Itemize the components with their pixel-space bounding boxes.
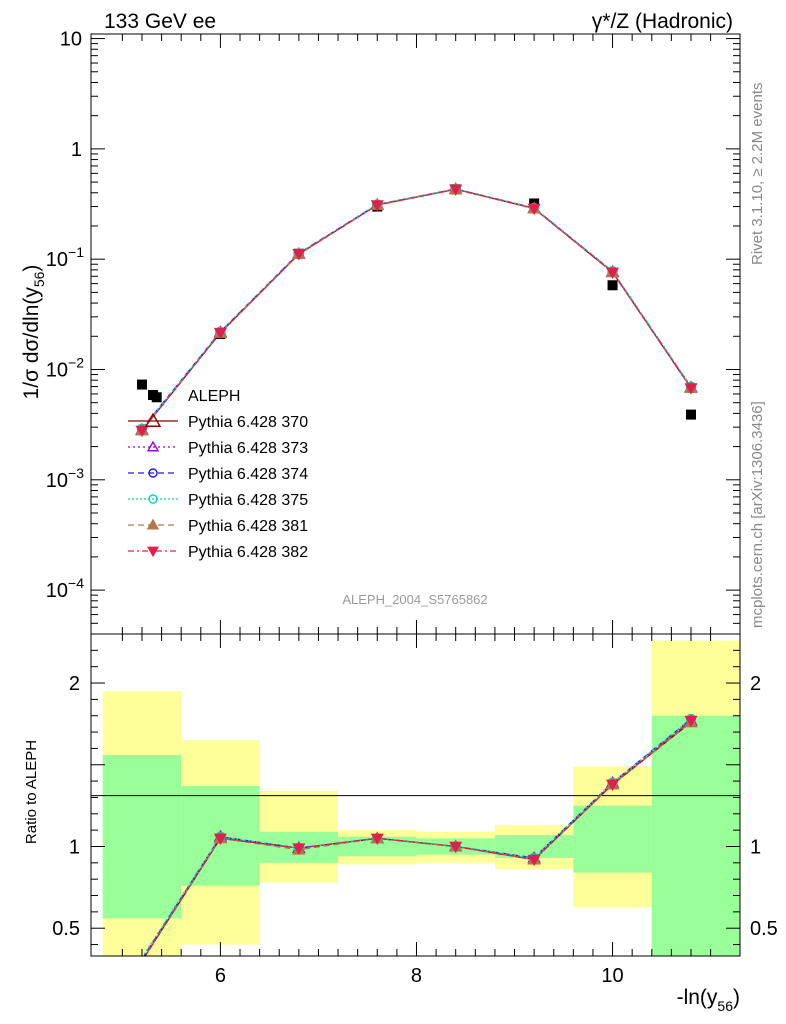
header-left-label: 133 GeV ee [104, 10, 216, 33]
main-y-tick-label: 10−1 [46, 244, 84, 271]
x-tick-label: 8 [411, 965, 422, 987]
series-5-point-1 [213, 327, 227, 340]
ratio-band-inner-0 [102, 754, 182, 919]
ratio-5-point-3 [370, 833, 384, 846]
ratio-5-point-6 [606, 779, 620, 792]
legend-label-1: Pythia 6.428 373 [188, 440, 308, 457]
ratio-5-point-2 [292, 843, 306, 855]
ratio-y-tick-label-left: 1 [69, 836, 80, 858]
series-5-point-4 [449, 184, 463, 196]
ratio-y-tick-label-right: 1 [750, 836, 761, 858]
main-data-points [136, 184, 696, 420]
x-axis-label: -ln(y56) [677, 986, 740, 1014]
legend-label-4: Pythia 6.428 381 [188, 518, 308, 535]
ratio-frame [90, 633, 741, 957]
ratio-y-tick-label-right: 2 [750, 673, 761, 695]
main-y-axis-label: 1/σ dσ/dln(y56) [20, 265, 47, 400]
main-y-tick-label: 10−2 [46, 354, 84, 381]
legend-data-label: ALEPH [188, 388, 240, 405]
series-5-point-7 [684, 383, 698, 395]
x-tick-labels: 6 8 10 [215, 965, 624, 987]
legend-marker-0 [144, 412, 162, 427]
mcplots-label: mcplots.cern.ch [arXiv:1306.3436] [749, 401, 766, 628]
main-y-tick-label: 10−4 [46, 575, 84, 602]
main-curves [141, 188, 692, 431]
legend-label-3: Pythia 6.428 375 [188, 492, 308, 509]
series-5-point-0 [135, 425, 149, 438]
legend-marker-2 [148, 468, 158, 478]
ratio-5-point-7 [684, 715, 698, 728]
legend-marker-5 [146, 546, 160, 558]
legend-label-5: Pythia 6.428 382 [188, 544, 308, 561]
ratio-ticks [91, 634, 740, 956]
header-right-label: γ*/Z (Hadronic) [592, 10, 733, 33]
main-y-tick-label: 10−3 [46, 465, 84, 492]
series-line-5 [141, 188, 692, 431]
legend-label-2: Pythia 6.428 374 [188, 466, 308, 483]
ratio-markers [213, 713, 698, 867]
legend-label-0: Pythia 6.428 370 [188, 414, 308, 431]
main-panel: 10−4 10−3 10−2 10−1 1 10 ALEPH_2004_S5765862 [46, 29, 741, 635]
data-point-0 [136, 379, 147, 390]
main-y-tick-label: 1 [71, 139, 82, 161]
ratio-y-tick-labels: 0.5 0.5 1 1 2 2 [52, 673, 778, 940]
main-y-tick-labels: 10−4 10−3 10−2 10−1 1 10 [46, 29, 84, 603]
ratio-line-4 [144, 721, 692, 956]
series-5-point-5 [527, 203, 541, 216]
ratio-line-5 [144, 720, 692, 956]
data-point-7 [607, 280, 618, 291]
ratio-y-tick-label-right: 0.5 [750, 918, 778, 940]
legend-marker-3 [148, 494, 158, 504]
ratio-y-axis-label: Ratio to ALEPH [23, 740, 40, 844]
ratio-curves [142, 718, 692, 956]
x-tick-label: 6 [215, 965, 226, 987]
main-y-tick-label: 10 [60, 29, 82, 51]
ratio-band-inner-6 [573, 805, 652, 873]
series-5-point-2 [292, 249, 306, 261]
ratio-band-inner-7 [651, 715, 740, 956]
series-5-point-6 [606, 267, 620, 280]
ratio-panel: 0.5 0.5 1 1 2 2 6 8 10 [52, 633, 778, 987]
x-tick-label: 10 [601, 965, 623, 987]
legend-marker-4 [146, 518, 160, 530]
legend-data-marker [148, 390, 158, 400]
rivet-label: Rivet 3.1.10, ≥ 2.2M events [749, 83, 766, 266]
ratio-5-point-4 [449, 841, 463, 854]
ratio-y-tick-label-left: 2 [69, 673, 80, 695]
analysis-watermark: ALEPH_2004_S5765862 [342, 592, 487, 607]
main-ticks [91, 34, 740, 635]
ratio-y-tick-label-left: 0.5 [52, 918, 80, 940]
ratio-5-point-1 [213, 833, 227, 846]
legend: ALEPH Pythia 6.428 370 Pythia 6.428 373 Pyt… [128, 388, 308, 561]
main-markers [135, 182, 698, 438]
legend-marker-1 [146, 440, 160, 452]
ratio-bands [102, 640, 740, 956]
series-5-point-3 [370, 200, 384, 212]
data-point-8 [685, 409, 696, 420]
ratio-5-point-5 [527, 854, 541, 867]
